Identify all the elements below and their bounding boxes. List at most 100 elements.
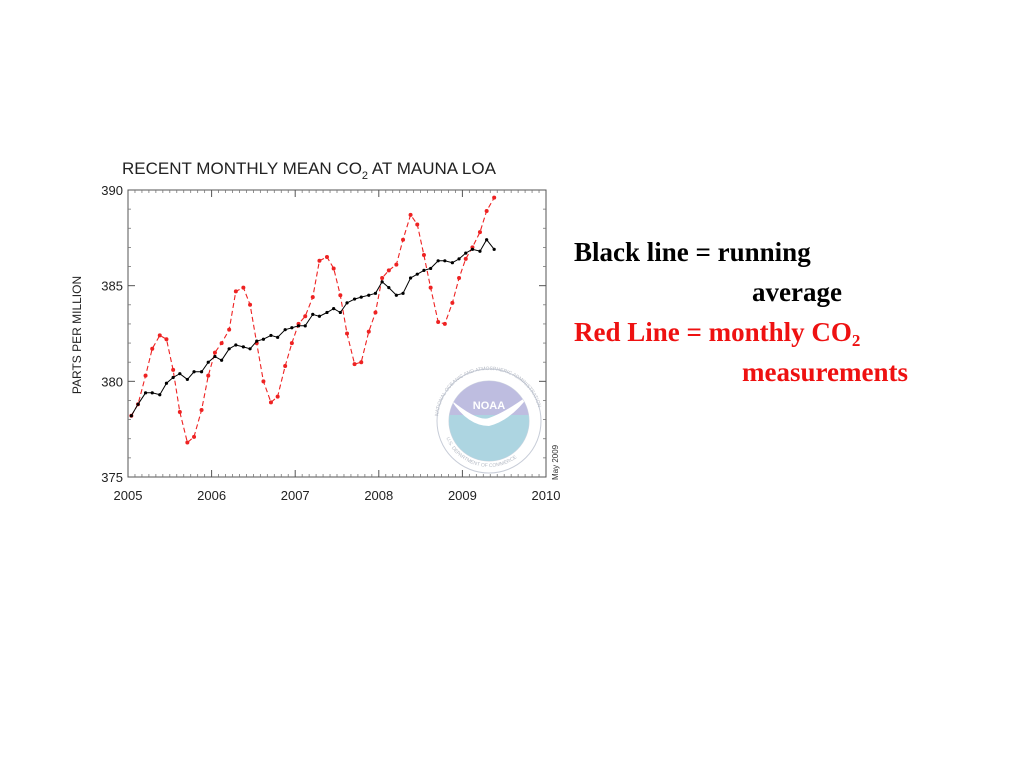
black-data-point xyxy=(470,247,475,251)
red-data-point xyxy=(394,262,399,267)
black-line-note-cont: average xyxy=(574,272,1014,312)
black-data-point xyxy=(332,307,336,311)
black-data-point xyxy=(158,393,162,397)
red-data-point xyxy=(227,327,232,332)
black-data-point xyxy=(199,370,204,374)
black-data-point xyxy=(283,328,287,332)
red-line-note-cont: measurements xyxy=(574,352,1014,392)
black-data-point xyxy=(338,310,342,315)
red-data-point xyxy=(289,341,294,346)
black-data-point xyxy=(408,276,413,280)
chart-title-suffix: AT MAUNA LOA xyxy=(368,159,497,178)
red-data-point xyxy=(171,367,176,372)
red-data-point xyxy=(206,373,211,378)
black-data-point xyxy=(436,259,440,263)
black-data-point xyxy=(248,347,252,351)
red-data-point xyxy=(248,302,253,307)
black-data-point xyxy=(464,251,468,255)
red-data-point xyxy=(428,285,433,290)
red-data-point xyxy=(484,209,489,214)
black-data-point xyxy=(394,293,398,297)
x-tick-label: 2007 xyxy=(281,488,310,503)
red-data-point xyxy=(219,341,224,346)
red-data-point xyxy=(352,362,357,367)
y-tick-label: 385 xyxy=(101,279,123,294)
y-axis-label: PARTS PER MILLION xyxy=(70,276,84,394)
black-line-note: Black line = running xyxy=(574,232,1014,272)
black-data-point xyxy=(269,333,273,338)
black-data-point xyxy=(261,337,266,341)
chart-title-subscript: 2 xyxy=(362,170,368,182)
red-data-point xyxy=(338,293,343,298)
red-data-point xyxy=(268,400,273,405)
black-data-point xyxy=(387,285,391,290)
red-data-point xyxy=(150,346,155,351)
black-data-point xyxy=(276,335,280,339)
black-data-point xyxy=(352,297,357,301)
black-data-point xyxy=(373,291,378,295)
black-line-label-cont: average xyxy=(752,277,842,307)
black-data-point xyxy=(185,377,189,382)
x-tick-label: 2005 xyxy=(114,488,143,503)
red-data-point xyxy=(275,394,280,399)
red-line-label-sub: 2 xyxy=(851,331,861,350)
date-note: May 2009 xyxy=(551,444,560,480)
red-data-point xyxy=(463,256,468,261)
black-data-point xyxy=(150,391,154,395)
red-data-point xyxy=(373,310,378,315)
red-line-label: Red Line = monthly CO xyxy=(574,317,852,347)
red-data-point xyxy=(185,440,190,445)
black-data-point xyxy=(220,358,224,362)
red-data-point xyxy=(408,212,413,217)
black-data-point xyxy=(367,293,371,297)
y-tick-label: 380 xyxy=(101,374,123,389)
red-data-point xyxy=(477,230,482,235)
black-data-point xyxy=(129,414,133,418)
black-data-point xyxy=(401,291,405,295)
black-data-point xyxy=(380,280,384,284)
red-line-label-cont: measurements xyxy=(742,357,908,387)
black-data-point xyxy=(478,249,482,253)
series-layer xyxy=(129,195,497,445)
black-data-point xyxy=(492,247,496,251)
red-data-point xyxy=(164,337,169,342)
black-series-line xyxy=(130,238,495,417)
red-data-point xyxy=(303,314,308,319)
red-data-point xyxy=(401,237,406,242)
red-data-point xyxy=(212,350,217,355)
x-tick-label: 2008 xyxy=(364,488,393,503)
red-data-point xyxy=(345,331,350,336)
red-data-point xyxy=(380,276,385,281)
black-data-point xyxy=(457,257,461,261)
red-data-point xyxy=(143,373,148,378)
black-data-point xyxy=(311,312,315,316)
black-data-point xyxy=(422,268,426,272)
black-data-point xyxy=(450,261,454,265)
red-data-point xyxy=(310,295,315,300)
red-data-point xyxy=(177,409,182,414)
legend-annotation: Black line = running average Red Line = … xyxy=(574,232,1014,392)
black-data-point xyxy=(136,402,140,406)
x-tick-label: 2006 xyxy=(197,488,226,503)
black-data-point xyxy=(255,339,259,343)
red-data-point xyxy=(436,320,441,325)
black-data-point xyxy=(443,259,447,263)
black-data-point xyxy=(234,343,238,347)
red-data-point xyxy=(457,276,462,281)
black-data-point xyxy=(192,370,196,374)
x-tick-label: 2010 xyxy=(532,488,561,503)
black-data-point xyxy=(485,238,489,242)
chart-title: RECENT MONTHLY MEAN CO2 AT MAUNA LOA xyxy=(122,159,497,182)
red-data-point xyxy=(157,333,162,338)
red-data-point xyxy=(283,364,288,369)
red-data-point xyxy=(199,408,204,413)
axes: 2005 2006 2007 2008 2009 2010 375 380 385 390 xyxy=(101,183,560,503)
red-line-note: Red Line = monthly CO2 xyxy=(574,312,1014,352)
red-data-point xyxy=(450,300,455,305)
red-data-point xyxy=(261,379,266,384)
red-data-point xyxy=(442,321,447,326)
black-data-point xyxy=(359,295,363,299)
x-tick-label: 2009 xyxy=(448,488,477,503)
red-data-point xyxy=(421,253,426,258)
